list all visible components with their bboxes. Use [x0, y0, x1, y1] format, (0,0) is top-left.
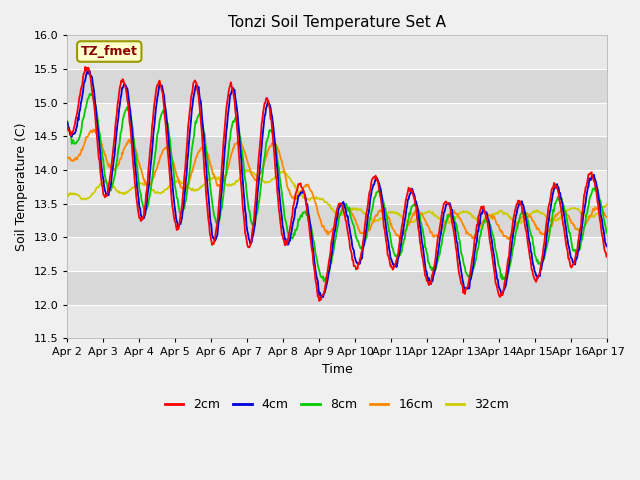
4cm: [319, 294, 327, 300]
Legend: 2cm, 4cm, 8cm, 16cm, 32cm: 2cm, 4cm, 8cm, 16cm, 32cm: [159, 393, 515, 416]
Bar: [67, 69, 607, 103]
32cm: [63, 192, 71, 198]
32cm: [242, 167, 250, 173]
16cm: [603, 215, 611, 220]
2cm: [63, 123, 71, 129]
Line: 4cm: 4cm: [67, 71, 607, 297]
32cm: [184, 184, 191, 190]
Line: 32cm: 32cm: [67, 170, 607, 224]
32cm: [419, 211, 427, 216]
Bar: [67, 271, 607, 305]
2cm: [420, 262, 428, 267]
Line: 16cm: 16cm: [67, 130, 607, 239]
16cm: [212, 181, 220, 187]
32cm: [477, 221, 485, 227]
32cm: [403, 218, 411, 224]
32cm: [603, 202, 611, 207]
Bar: [67, 305, 607, 338]
4cm: [63, 120, 71, 125]
2cm: [129, 163, 137, 169]
4cm: [129, 144, 137, 150]
4cm: [212, 234, 220, 240]
4cm: [184, 152, 192, 158]
16cm: [419, 213, 427, 218]
4cm: [420, 249, 428, 255]
Y-axis label: Soil Temperature (C): Soil Temperature (C): [15, 122, 28, 251]
2cm: [316, 298, 323, 304]
4cm: [73, 123, 81, 129]
8cm: [420, 233, 428, 239]
Line: 8cm: 8cm: [67, 94, 607, 281]
8cm: [603, 230, 611, 236]
2cm: [184, 124, 192, 130]
2cm: [81, 64, 89, 70]
32cm: [212, 174, 220, 180]
2cm: [404, 189, 412, 195]
Line: 2cm: 2cm: [67, 67, 607, 301]
Title: Tonzi Soil Temperature Set A: Tonzi Soil Temperature Set A: [228, 15, 446, 30]
32cm: [129, 185, 136, 191]
2cm: [212, 224, 220, 230]
16cm: [505, 236, 513, 242]
Bar: [67, 103, 607, 136]
8cm: [184, 180, 192, 186]
16cm: [92, 127, 99, 132]
2cm: [73, 110, 81, 116]
16cm: [73, 157, 81, 163]
4cm: [603, 243, 611, 249]
8cm: [129, 134, 137, 140]
X-axis label: Time: Time: [321, 363, 353, 376]
8cm: [212, 220, 220, 226]
16cm: [63, 155, 71, 160]
2cm: [603, 254, 611, 260]
16cm: [129, 142, 137, 147]
8cm: [320, 278, 328, 284]
8cm: [404, 219, 412, 225]
Bar: [67, 204, 607, 237]
16cm: [403, 224, 411, 229]
Bar: [67, 237, 607, 271]
32cm: [73, 192, 81, 197]
Bar: [67, 36, 607, 69]
Text: TZ_fmet: TZ_fmet: [81, 45, 138, 58]
Bar: [67, 170, 607, 204]
8cm: [63, 119, 71, 124]
16cm: [184, 181, 192, 187]
8cm: [73, 139, 81, 144]
8cm: [86, 91, 93, 97]
Bar: [67, 136, 607, 170]
4cm: [85, 68, 93, 74]
4cm: [404, 197, 412, 203]
